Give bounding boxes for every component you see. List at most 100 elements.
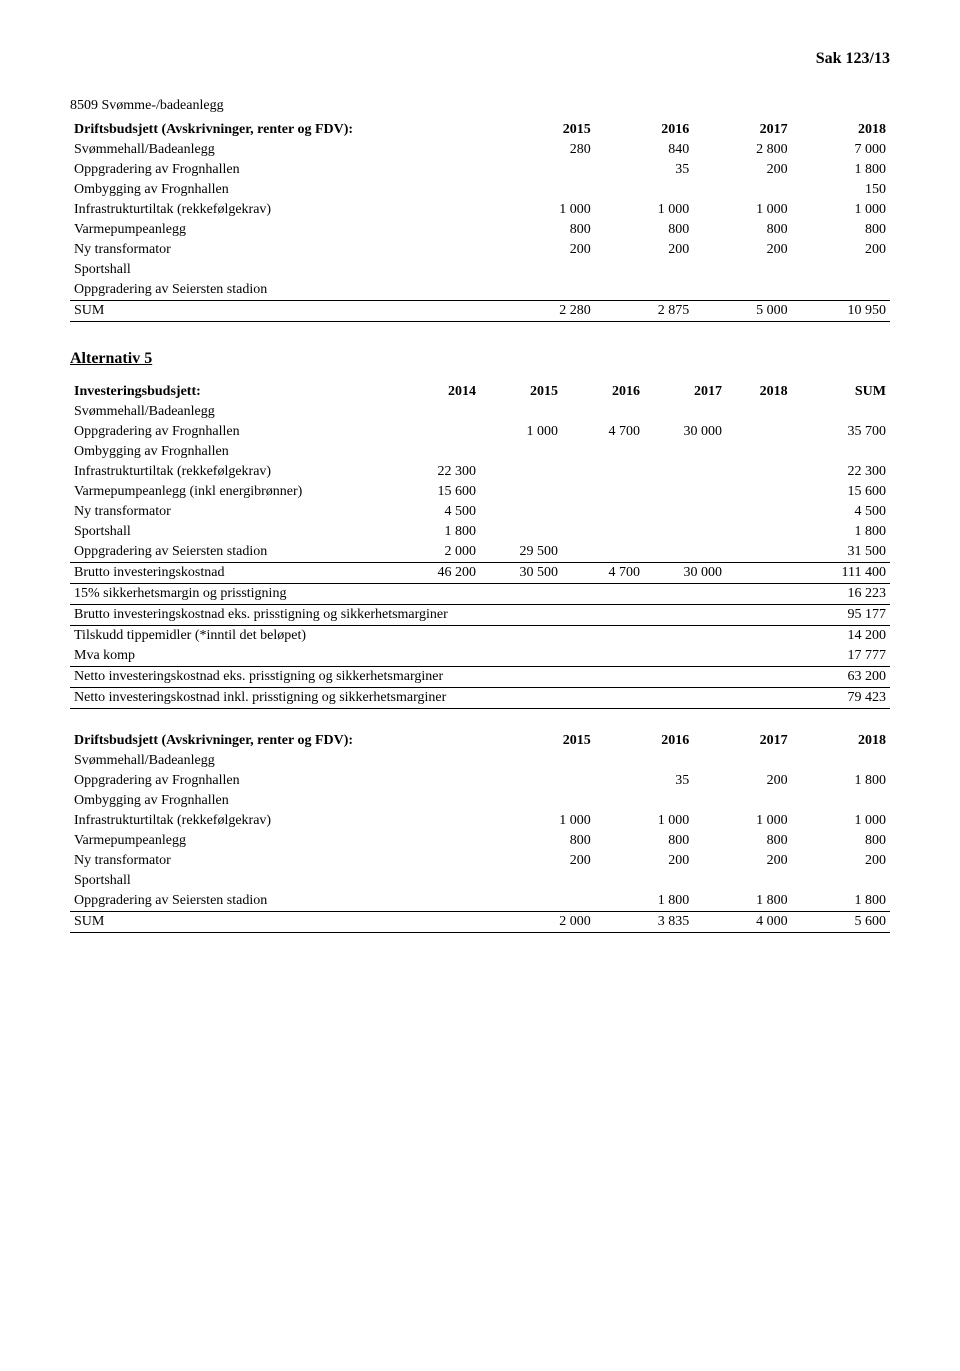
table-row: Netto investeringskostnad eks. prisstign… [70, 667, 890, 688]
cell: 4 500 [398, 502, 480, 522]
cell [496, 280, 594, 301]
row-label: Brutto investeringskostnad [70, 563, 398, 584]
invest-year-2017: 2017 [644, 382, 726, 402]
cell: 1 000 [792, 200, 890, 220]
cell: 200 [496, 240, 594, 260]
cell [792, 280, 890, 301]
cell [792, 442, 890, 462]
cell [480, 502, 562, 522]
cell [644, 442, 726, 462]
drift2-title: Driftsbudsjett (Avskrivninger, renter og… [70, 731, 496, 751]
cell: 200 [792, 851, 890, 871]
cell: 31 500 [792, 542, 890, 563]
cell: 2 280 [496, 301, 594, 322]
cell [726, 522, 792, 542]
cell: 150 [792, 180, 890, 200]
alternativ-5-title: Alternativ 5 [70, 350, 890, 368]
drift2-table: Driftsbudsjett (Avskrivninger, renter og… [70, 731, 890, 933]
row-label: SUM [70, 301, 496, 322]
cell: 800 [693, 831, 791, 851]
cell: 30 500 [480, 563, 562, 584]
drift1-year-2016: 2016 [595, 120, 693, 140]
cell [595, 260, 693, 280]
drift1-table: Driftsbudsjett (Avskrivninger, renter og… [70, 120, 890, 322]
cell: 15 600 [792, 482, 890, 502]
cell: 800 [693, 220, 791, 240]
cell: 1 000 [480, 422, 562, 442]
table-row: Mva komp 17 777 [70, 646, 890, 667]
cell [480, 402, 562, 422]
cell [480, 462, 562, 482]
cell: 35 700 [792, 422, 890, 442]
cell [595, 751, 693, 771]
section-8509-label: 8509 Svømme-/badeanlegg [70, 98, 890, 114]
cell: 1 000 [693, 200, 791, 220]
cell [693, 751, 791, 771]
drift2-year-2017: 2017 [693, 731, 791, 751]
cell: 14 200 [792, 626, 890, 647]
cell: 3 835 [595, 912, 693, 933]
table-row: Oppgradering av Seiersten stadion 2 000 … [70, 542, 890, 563]
row-label: Svømmehall/Badeanlegg [70, 402, 398, 422]
cell: 46 200 [398, 563, 480, 584]
cell: 2 000 [496, 912, 594, 933]
cell: 1 800 [792, 522, 890, 542]
cell: 1 800 [693, 891, 791, 912]
cell: 200 [595, 851, 693, 871]
row-label: Sportshall [70, 260, 496, 280]
cell [693, 871, 791, 891]
cell [480, 482, 562, 502]
cell: 1 000 [693, 811, 791, 831]
table-row: Oppgradering av Seiersten stadion [70, 280, 890, 301]
drift2-year-2018: 2018 [792, 731, 890, 751]
table-row: Infrastrukturtiltak (rekkefølgekrav) 1 0… [70, 811, 890, 831]
cell [693, 180, 791, 200]
row-label: Sportshall [70, 522, 398, 542]
table-row: Varmepumpeanlegg (inkl energibrønner) 15… [70, 482, 890, 502]
cell [644, 462, 726, 482]
cell: 800 [496, 220, 594, 240]
cell: 22 300 [398, 462, 480, 482]
cell: 1 000 [595, 200, 693, 220]
invest-table: Investeringsbudsjett: 2014 2015 2016 201… [70, 382, 890, 709]
table-row: 15% sikkerhetsmargin og prisstigning 16 … [70, 584, 890, 605]
cell [726, 442, 792, 462]
row-label: Svømmehall/Badeanlegg [70, 140, 496, 160]
cell [496, 260, 594, 280]
cell [398, 422, 480, 442]
cell: 95 177 [792, 605, 890, 626]
drift1-year-2018: 2018 [792, 120, 890, 140]
cell [480, 442, 562, 462]
invest-sum-header: SUM [792, 382, 890, 402]
cell: 5 000 [693, 301, 791, 322]
row-label: Brutto investeringskostnad eks. prisstig… [70, 605, 792, 626]
row-label: Varmepumpeanlegg (inkl energibrønner) [70, 482, 398, 502]
row-label: Ny transformator [70, 240, 496, 260]
cell [562, 402, 644, 422]
cell: 17 777 [792, 646, 890, 667]
row-label: Varmepumpeanlegg [70, 220, 496, 240]
cell: 800 [496, 831, 594, 851]
cell [792, 260, 890, 280]
row-label: Tilskudd tippemidler (*inntil det beløpe… [70, 626, 792, 647]
table-row: Infrastrukturtiltak (rekkefølgekrav) 22 … [70, 462, 890, 482]
cell: 4 500 [792, 502, 890, 522]
cell [644, 522, 726, 542]
table-row: Ny transformator 200 200 200 200 [70, 851, 890, 871]
row-label: Oppgradering av Frognhallen [70, 160, 496, 180]
table-row-sum: SUM 2 280 2 875 5 000 10 950 [70, 301, 890, 322]
cell [562, 502, 644, 522]
cell: 29 500 [480, 542, 562, 563]
table-row: Ny transformator 200 200 200 200 [70, 240, 890, 260]
row-label: Ny transformator [70, 502, 398, 522]
table-row: Oppgradering av Frognhallen 1 000 4 700 … [70, 422, 890, 442]
cell [496, 871, 594, 891]
cell: 35 [595, 771, 693, 791]
cell: 840 [595, 140, 693, 160]
cell [562, 482, 644, 502]
cell [644, 502, 726, 522]
cell [496, 180, 594, 200]
table-row: Varmepumpeanlegg 800 800 800 800 [70, 220, 890, 240]
cell: 200 [693, 771, 791, 791]
row-label: Oppgradering av Seiersten stadion [70, 280, 496, 301]
